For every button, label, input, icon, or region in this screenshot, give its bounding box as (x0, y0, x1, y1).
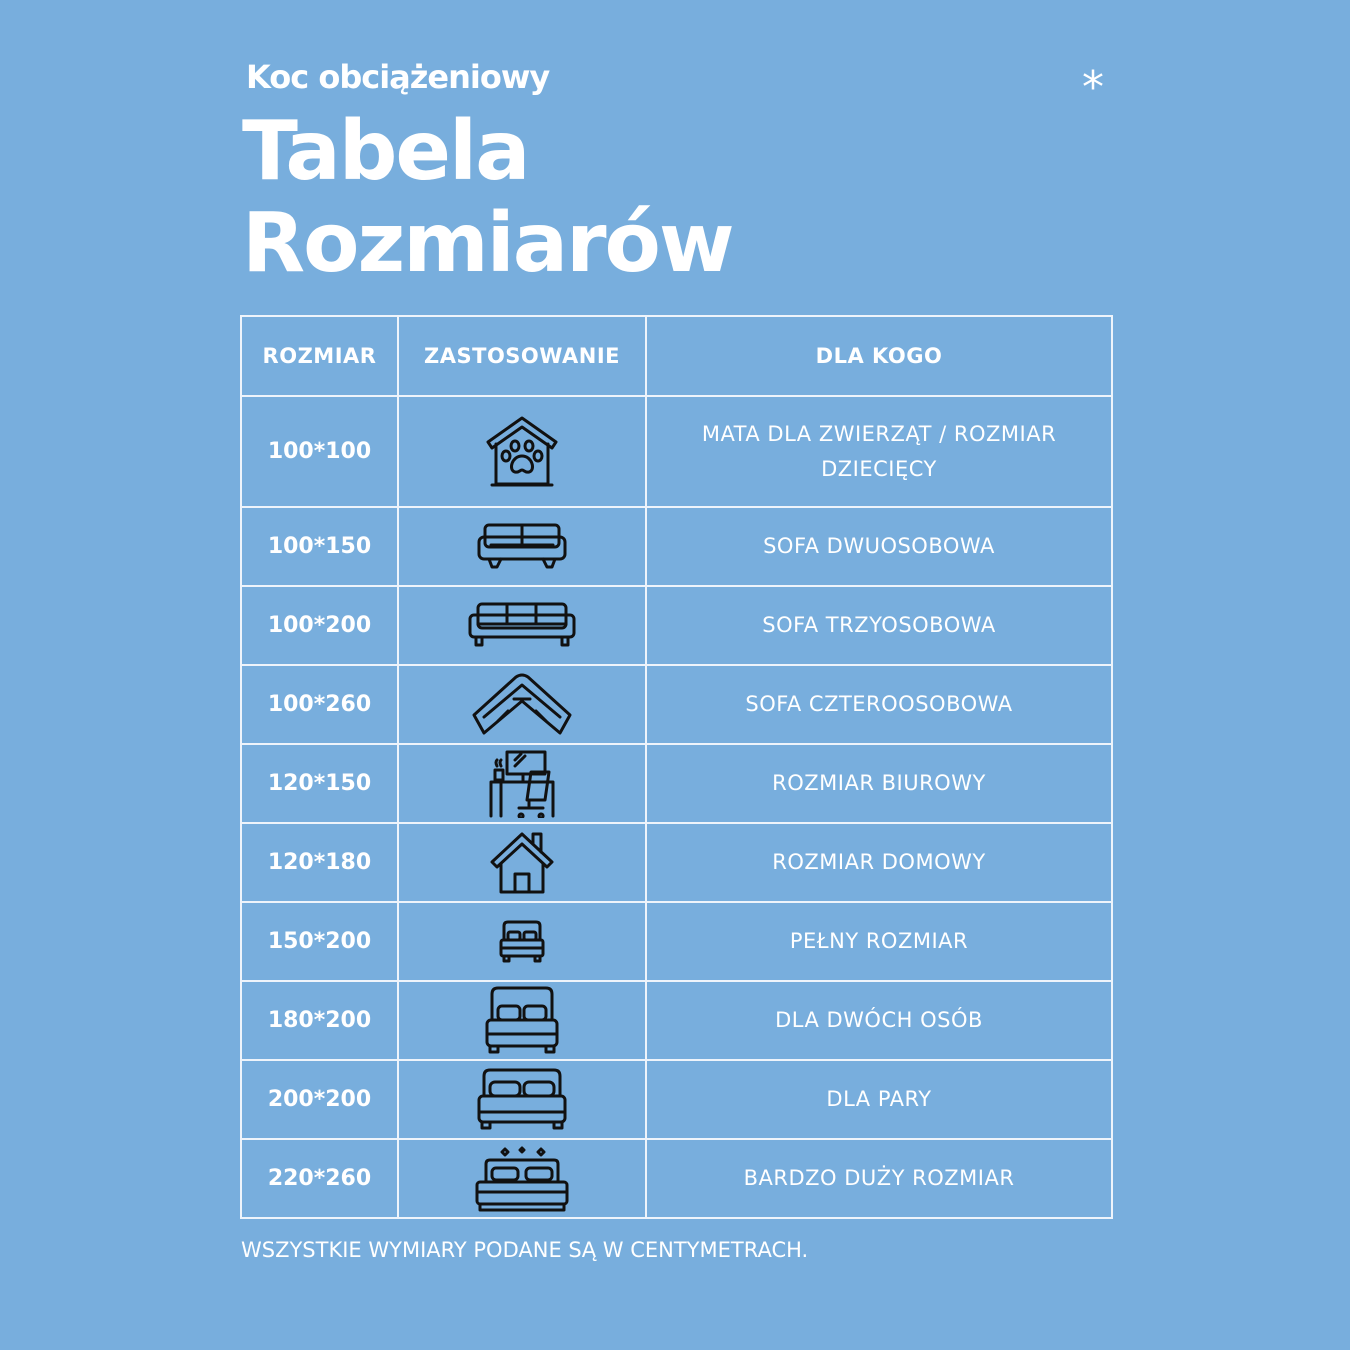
size-cell: 100*260 (240, 664, 399, 745)
table-row: 100*150 SOFA DWUOSOBOWA (240, 506, 1113, 587)
title-line-1: Tabela (242, 104, 530, 199)
table-row: 180*200 DLA DWÓCH OSÓB (240, 980, 1113, 1061)
table-row: 100*100 MATA DLA ZWIERZĄT / ROZMIAR DZIE… (240, 395, 1113, 508)
pet-house-icon (397, 395, 647, 508)
size-table: ROZMIAR ZASTOSOWANIE DLA KOGO 100*100 MA… (240, 315, 1113, 1219)
for-whom-cell: SOFA TRZYOSOBOWA (645, 585, 1113, 666)
double-bed-icon (397, 980, 647, 1061)
for-whom-cell: ROZMIAR DOMOWY (645, 822, 1113, 903)
for-whom-cell: DLA PARY (645, 1059, 1113, 1140)
for-whom-cell: SOFA DWUOSOBOWA (645, 506, 1113, 587)
size-cell: 120*150 (240, 743, 399, 824)
page-title: Tabela Rozmiarów (242, 104, 735, 291)
wide-bed-icon (397, 1059, 647, 1140)
asterisk-icon: * (1082, 62, 1104, 113)
table-row: 120*180 ROZMIAR DOMOWY (240, 822, 1113, 903)
size-cell: 150*200 (240, 901, 399, 982)
two-seat-sofa-icon (397, 506, 647, 587)
for-whom-cell: PEŁNY ROZMIAR (645, 901, 1113, 982)
size-cell: 220*260 (240, 1138, 399, 1219)
size-cell: 100*150 (240, 506, 399, 587)
size-cell: 120*180 (240, 822, 399, 903)
corner-sofa-icon (397, 664, 647, 745)
size-cell: 200*200 (240, 1059, 399, 1140)
for-whom-cell: MATA DLA ZWIERZĄT / ROZMIAR DZIECIĘCY (645, 395, 1113, 508)
column-header-usage: ZASTOSOWANIE (397, 315, 647, 397)
office-desk-icon (397, 743, 647, 824)
for-whom-cell: ROZMIAR BIUROWY (645, 743, 1113, 824)
footer-note: WSZYSTKIE WYMIARY PODANE SĄ W CENTYMETRA… (241, 1238, 809, 1262)
for-whom-cell: BARDZO DUŻY ROZMIAR (645, 1138, 1113, 1219)
table-row: 200*200 DLA PARY (240, 1059, 1113, 1140)
column-header-size: ROZMIAR (240, 315, 399, 397)
subtitle: Koc obciążeniowy (246, 58, 550, 96)
for-whom-cell: SOFA CZTEROOSOBOWA (645, 664, 1113, 745)
table-row: 220*260 BARDZO DUŻY ROZMIAR (240, 1138, 1113, 1219)
table-row: 100*200 SOFA TRZYOSOBOWA (240, 585, 1113, 666)
for-whom-cell: DLA DWÓCH OSÓB (645, 980, 1113, 1061)
size-cell: 180*200 (240, 980, 399, 1061)
size-cell: 100*200 (240, 585, 399, 666)
column-header-for-whom: DLA KOGO (645, 315, 1113, 397)
size-cell: 100*100 (240, 395, 399, 508)
house-icon (397, 822, 647, 903)
small-bed-icon (397, 901, 647, 982)
table-header-row: ROZMIAR ZASTOSOWANIE DLA KOGO (240, 315, 1113, 397)
three-seat-sofa-icon (397, 585, 647, 666)
luxury-bed-icon (397, 1138, 647, 1219)
table-row: 120*150 ROZMIAR BIUROWY (240, 743, 1113, 824)
table-row: 100*260 SOFA CZTEROOSOBOWA (240, 664, 1113, 745)
title-line-2: Rozmiarów (242, 196, 735, 291)
table-row: 150*200 PEŁNY ROZMIAR (240, 901, 1113, 982)
